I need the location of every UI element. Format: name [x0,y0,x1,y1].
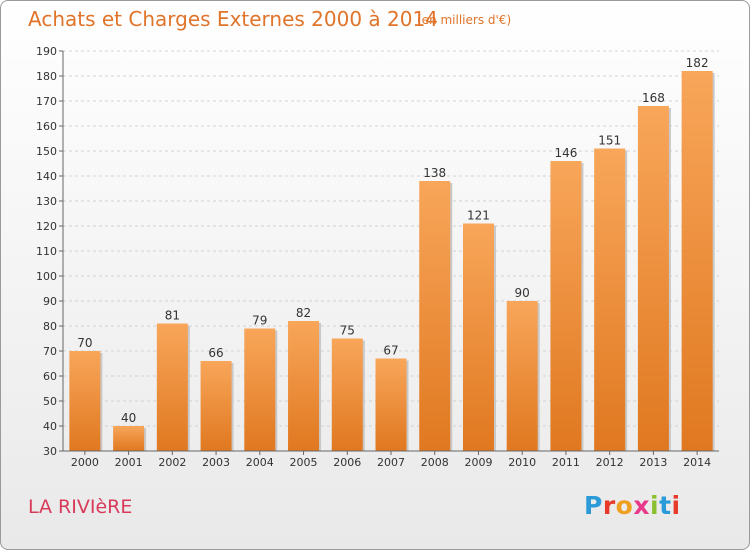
logo-letter: o [615,491,634,520]
bar-value-label: 66 [208,346,223,360]
bar [506,301,538,451]
y-tick-label: 40 [43,420,57,433]
y-tick-label: 180 [36,70,57,83]
bar-value-label: 70 [77,336,92,350]
y-tick-label: 100 [36,270,57,283]
y-tick-label: 110 [36,245,57,258]
y-tick-label: 30 [43,445,57,458]
bar-value-label: 75 [340,324,355,338]
bar [681,71,713,451]
x-tick-label: 2011 [552,456,580,469]
bar-value-label: 121 [467,209,490,223]
y-tick-label: 70 [43,345,57,358]
x-tick-label: 2006 [333,456,361,469]
logo-letter: x [633,491,650,520]
bar [419,181,451,451]
chart-title: Achats et Charges Externes 2000 à 2014 [28,7,438,31]
bar [637,106,669,451]
x-tick-label: 2002 [158,456,186,469]
y-tick-label: 50 [43,395,57,408]
bars: 70 40 81 66 79 82 75 67 138 121 90 146 151 168 182 [69,56,715,451]
logo-letter: i [671,491,681,520]
x-tick-label: 2004 [246,456,274,469]
logo-letter: i [650,491,660,520]
x-tick-label: 2008 [421,456,449,469]
bar [288,321,320,451]
y-tick-label: 90 [43,295,57,308]
x-tick-label: 2003 [202,456,230,469]
y-tick-label: 80 [43,320,57,333]
bar [331,338,363,451]
bar-value-label: 146 [554,146,577,160]
bar [200,361,232,451]
logo-letter: P [584,491,603,520]
y-tick-label: 60 [43,370,57,383]
bar [156,323,188,451]
x-tick-label: 2005 [290,456,318,469]
bar [462,223,494,451]
bar-value-label: 151 [598,134,621,148]
bar [550,161,582,451]
bar [244,328,276,451]
bar-value-label: 138 [423,166,446,180]
x-tick-label: 2007 [377,456,405,469]
y-tick-label: 160 [36,120,57,133]
bar [594,148,626,451]
bar-value-label: 90 [515,286,530,300]
x-tick-label: 2012 [596,456,624,469]
bar [375,358,407,451]
x-tick-label: 2014 [683,456,711,469]
bar-value-label: 81 [165,309,180,323]
logo-letter: r [602,491,616,520]
bar-value-label: 40 [121,411,136,425]
x-tick-label: 2013 [639,456,667,469]
y-tick-label: 170 [36,95,57,108]
logo-letter: t [659,491,672,520]
proxiti-logo[interactable]: Proxiti [584,491,681,520]
x-tick-label: 2001 [115,456,143,469]
axes: 30 40 50 60 70 80 90 100 110 120 130 140 150 160 170 18… [36,45,719,469]
bar-value-label: 67 [383,344,398,358]
chart-subtitle: (en milliers d'€) [417,13,512,27]
y-tick-label: 150 [36,145,57,158]
bar [113,426,145,451]
y-tick-label: 190 [36,45,57,58]
x-tick-label: 2009 [464,456,492,469]
bar-value-label: 79 [252,314,267,328]
y-tick-label: 120 [36,220,57,233]
x-tick-label: 2000 [71,456,99,469]
commune-name: LA RIVIèRE [28,496,133,518]
x-tick-label: 2010 [508,456,536,469]
bar-value-label: 182 [686,56,709,70]
y-tick-label: 130 [36,195,57,208]
y-tick-label: 140 [36,170,57,183]
bar [69,351,101,451]
bar-value-label: 82 [296,306,311,320]
bar-value-label: 168 [642,91,665,105]
